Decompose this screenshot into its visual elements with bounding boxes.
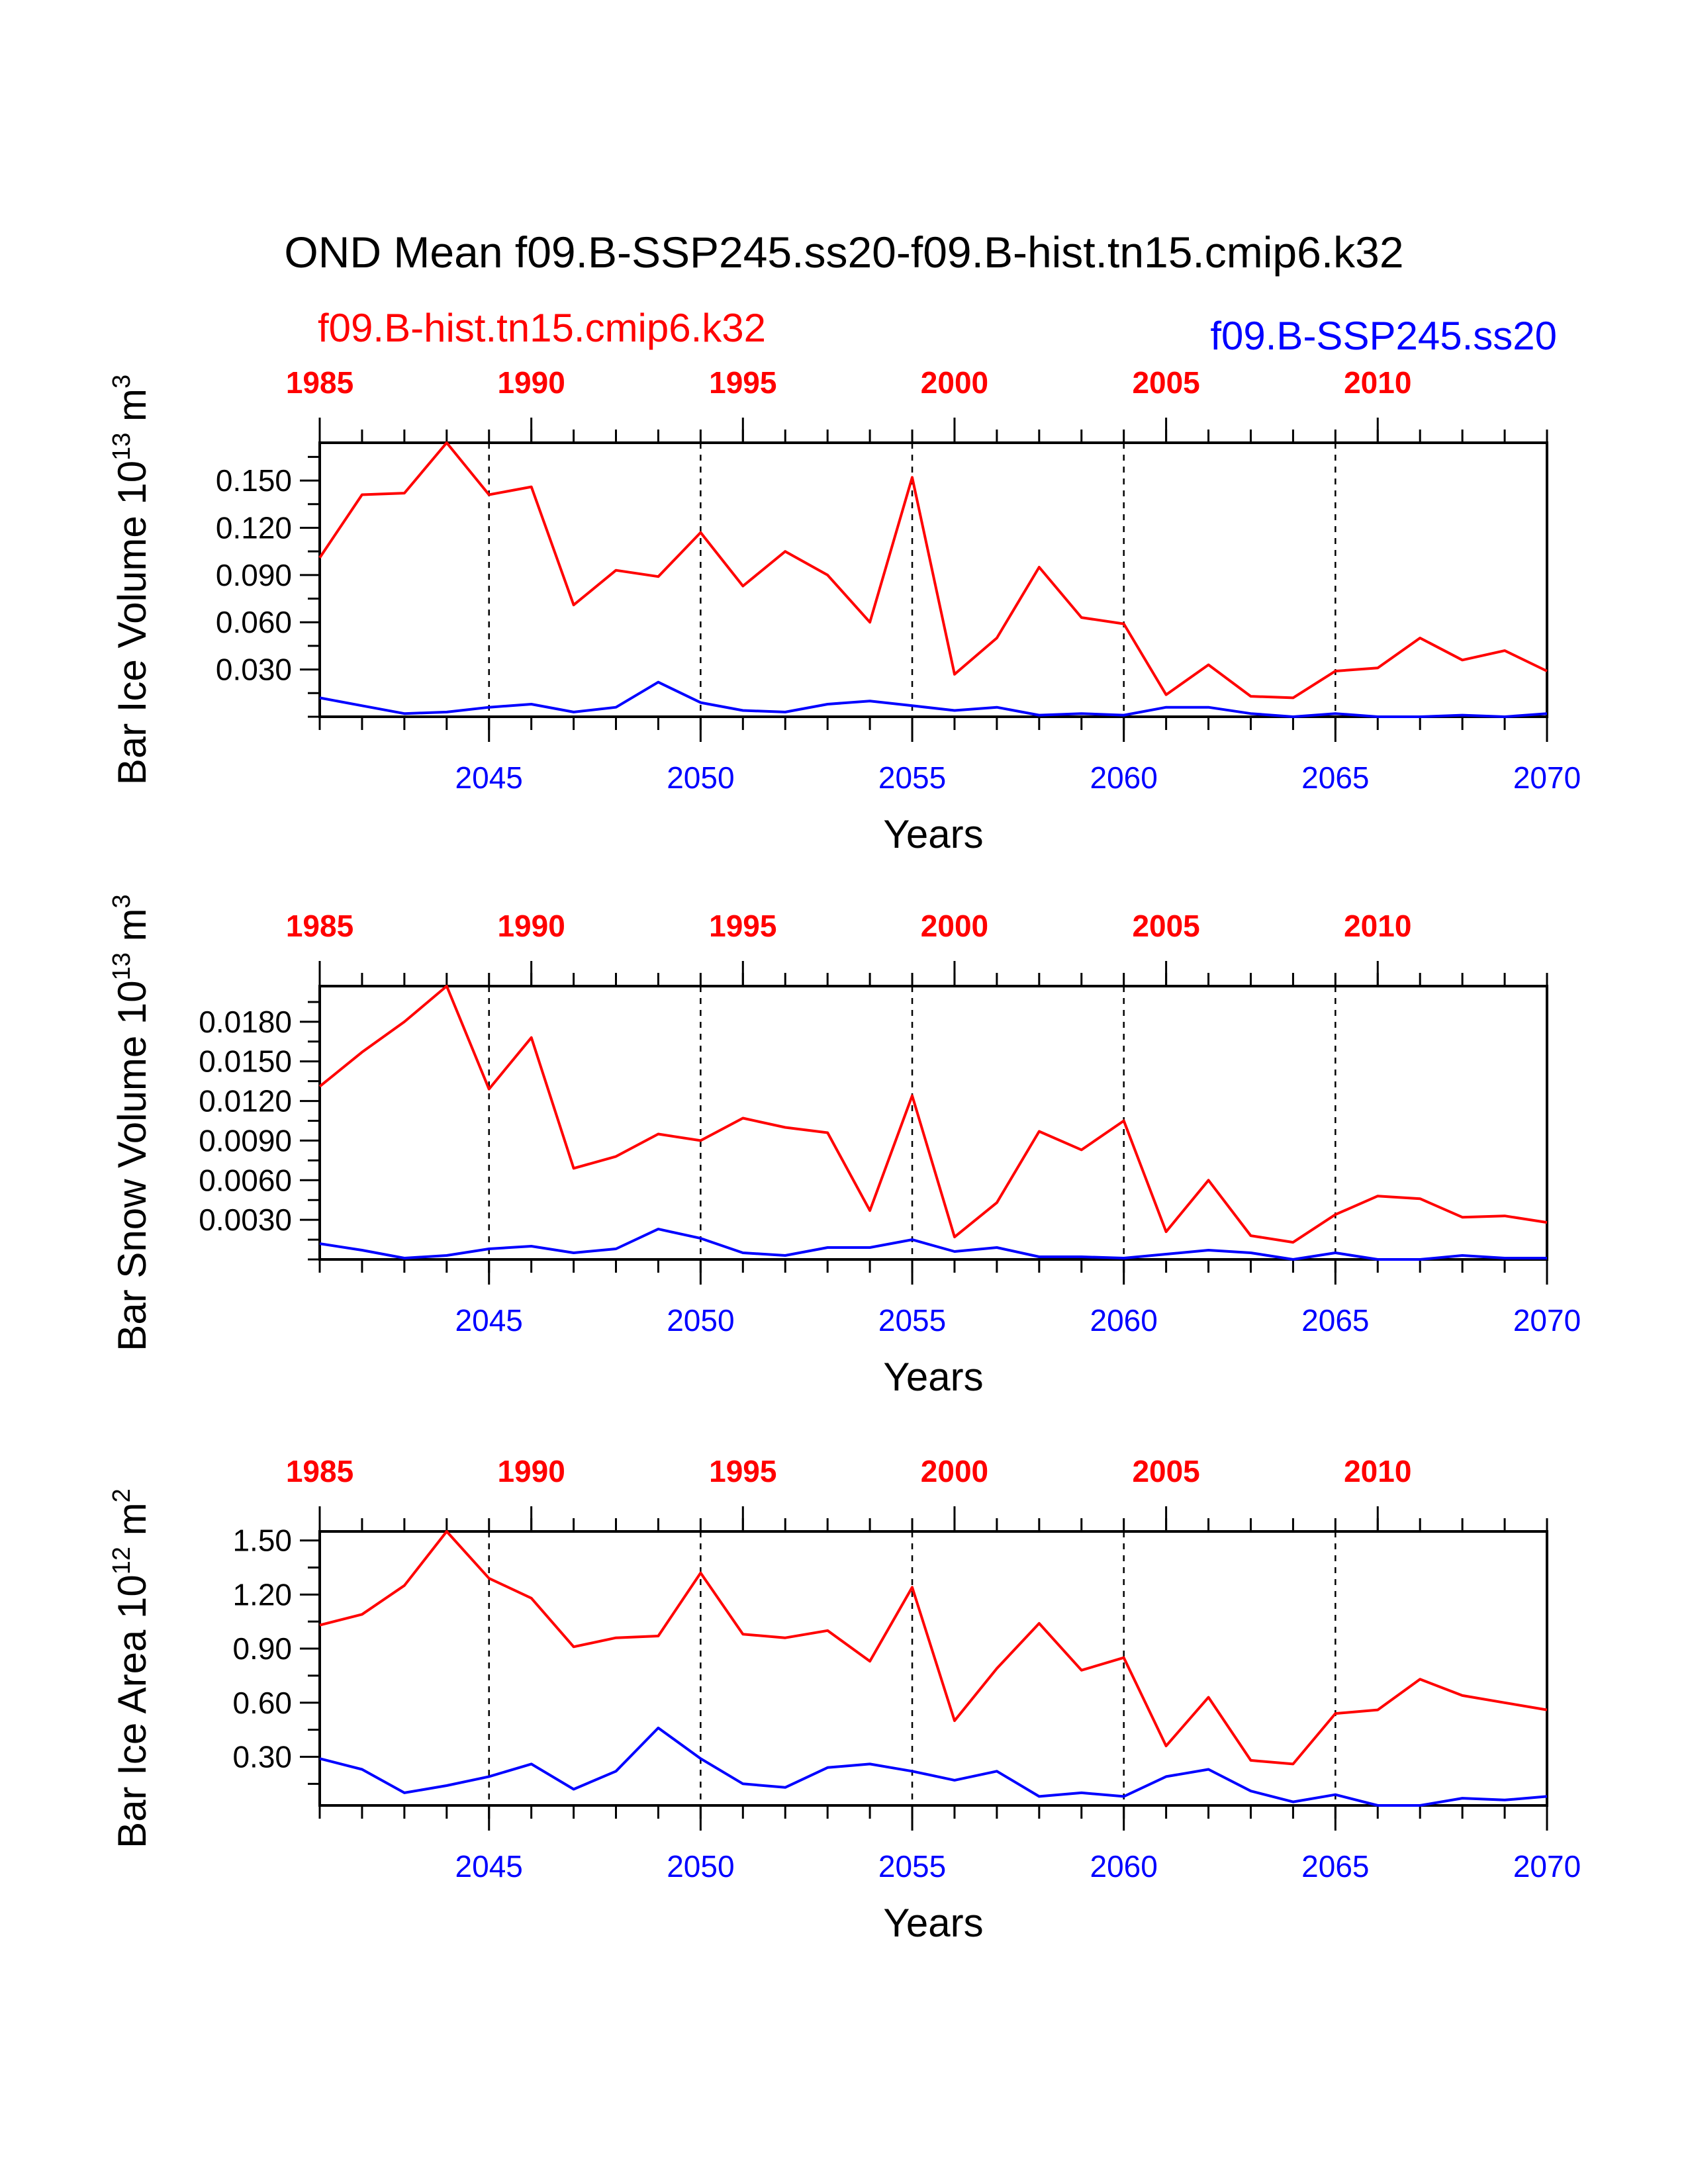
- x-bottom-tick-label: 2070: [1513, 1303, 1581, 1338]
- x-bottom-tick-label: 2045: [455, 760, 523, 795]
- y-axis-title: Bar Ice Area 1012 m2: [108, 1488, 154, 1848]
- y-tick-label: 0.0180: [199, 1005, 292, 1039]
- y-tick-label: 0.90: [232, 1631, 292, 1666]
- y-tick-label: 0.0030: [199, 1203, 292, 1237]
- y-tick-label: 1.20: [232, 1577, 292, 1612]
- hist-series-line: [318, 441, 1548, 700]
- x-bottom-tick-label: 2055: [878, 1303, 946, 1338]
- y-tick-label: 0.150: [216, 463, 292, 498]
- chart-panels: 2045 2050 2055 2060 2065 2070 1985 1990 1995 2000…: [108, 365, 1581, 1945]
- x-bottom-tick-label: 2060: [1090, 1849, 1158, 1884]
- x-top-tick-label: 2005: [1132, 909, 1199, 943]
- x-axis-title: Years: [883, 812, 983, 856]
- x-bottom-tick-label: 2045: [455, 1303, 523, 1338]
- x-bottom-tick-label: 2050: [667, 760, 734, 795]
- x-bottom-tick-label: 2050: [667, 1303, 734, 1338]
- x-top-tick-label: 1990: [497, 909, 565, 943]
- x-top-tick-label: 1995: [709, 365, 776, 400]
- chart-title: OND Mean f09.B-SSP245.ss20-f09.B-hist.tn…: [284, 228, 1403, 277]
- legend-ssp-label: f09.B-SSP245.ss20: [1210, 314, 1557, 358]
- x-top-tick-label: 2010: [1344, 909, 1411, 943]
- x-top-tick-label: 2005: [1132, 365, 1199, 400]
- y-tick-label: 0.60: [232, 1686, 292, 1720]
- y-tick-label: 0.30: [232, 1739, 292, 1774]
- x-axis-title: Years: [883, 1355, 983, 1399]
- y-axis-title: Bar Ice Volume 1013 m3: [108, 375, 154, 785]
- x-bottom-tick-label: 2055: [878, 1849, 946, 1884]
- plot-frame: [318, 985, 1548, 1261]
- y-tick-label: 0.090: [216, 558, 292, 592]
- y-tick-label: 0.0120: [199, 1084, 292, 1118]
- y-tick-label: 0.0150: [199, 1044, 292, 1079]
- ssp-series-line: [319, 680, 1548, 718]
- x-top-tick-label: 1990: [497, 365, 565, 400]
- legend-hist-label: f09.B-hist.tn15.cmip6.k32: [318, 306, 766, 350]
- hist-series-line: [319, 1530, 1548, 1766]
- panel-3: 2045 2050 2055 2060 2065 2070 1985 1990 1995 2000…: [108, 1454, 1581, 1945]
- x-top-tick-label: 1995: [709, 1454, 776, 1488]
- x-bottom-tick-label: 2060: [1090, 760, 1158, 795]
- y-tick-label: 0.0090: [199, 1123, 292, 1158]
- x-bottom-tick-label: 2065: [1301, 1849, 1369, 1884]
- x-top-tick-label: 2010: [1344, 365, 1411, 400]
- x-top-tick-label: 1985: [286, 365, 353, 400]
- x-top-tick-label: 2000: [921, 1454, 988, 1488]
- y-axis-title: Bar Snow Volume 1013 m3: [108, 894, 154, 1351]
- x-axis-title: Years: [883, 1901, 983, 1945]
- y-tick-label: 0.060: [216, 605, 292, 639]
- x-top-tick-label: 2000: [921, 909, 988, 943]
- x-bottom-tick-label: 2070: [1513, 760, 1581, 795]
- x-bottom-tick-label: 2045: [455, 1849, 523, 1884]
- x-top-tick-label: 1985: [286, 909, 353, 943]
- y-tick-label: 1.50: [232, 1524, 292, 1558]
- x-bottom-tick-label: 2065: [1301, 760, 1369, 795]
- plot-frame: [318, 441, 1548, 718]
- x-top-tick-label: 1985: [286, 1454, 353, 1488]
- y-tick-label: 0.030: [216, 653, 292, 687]
- x-top-tick-label: 2000: [921, 365, 988, 400]
- panel-1: 2045 2050 2055 2060 2065 2070 1985 1990 1995 2000…: [108, 365, 1581, 856]
- panel-2: 2045 2050 2055 2060 2065 2070 1985 1990 1995 2000…: [108, 894, 1581, 1399]
- x-bottom-tick-label: 2060: [1090, 1303, 1158, 1338]
- ssp-series-line: [319, 1726, 1548, 1807]
- x-bottom-tick-label: 2070: [1513, 1849, 1581, 1884]
- x-top-tick-label: 1995: [709, 909, 776, 943]
- x-bottom-tick-label: 2050: [667, 1849, 734, 1884]
- plot-frame: [318, 1530, 1548, 1807]
- ssp-series-line: [319, 1228, 1547, 1261]
- y-tick-label: 0.0060: [199, 1163, 292, 1197]
- x-top-tick-label: 2005: [1132, 1454, 1199, 1488]
- y-tick-label: 0.120: [216, 510, 292, 545]
- x-bottom-tick-label: 2065: [1301, 1303, 1369, 1338]
- x-top-tick-label: 1990: [497, 1454, 565, 1488]
- x-bottom-tick-label: 2055: [878, 760, 946, 795]
- x-top-tick-label: 2010: [1344, 1454, 1411, 1488]
- hist-series-line: [318, 985, 1548, 1244]
